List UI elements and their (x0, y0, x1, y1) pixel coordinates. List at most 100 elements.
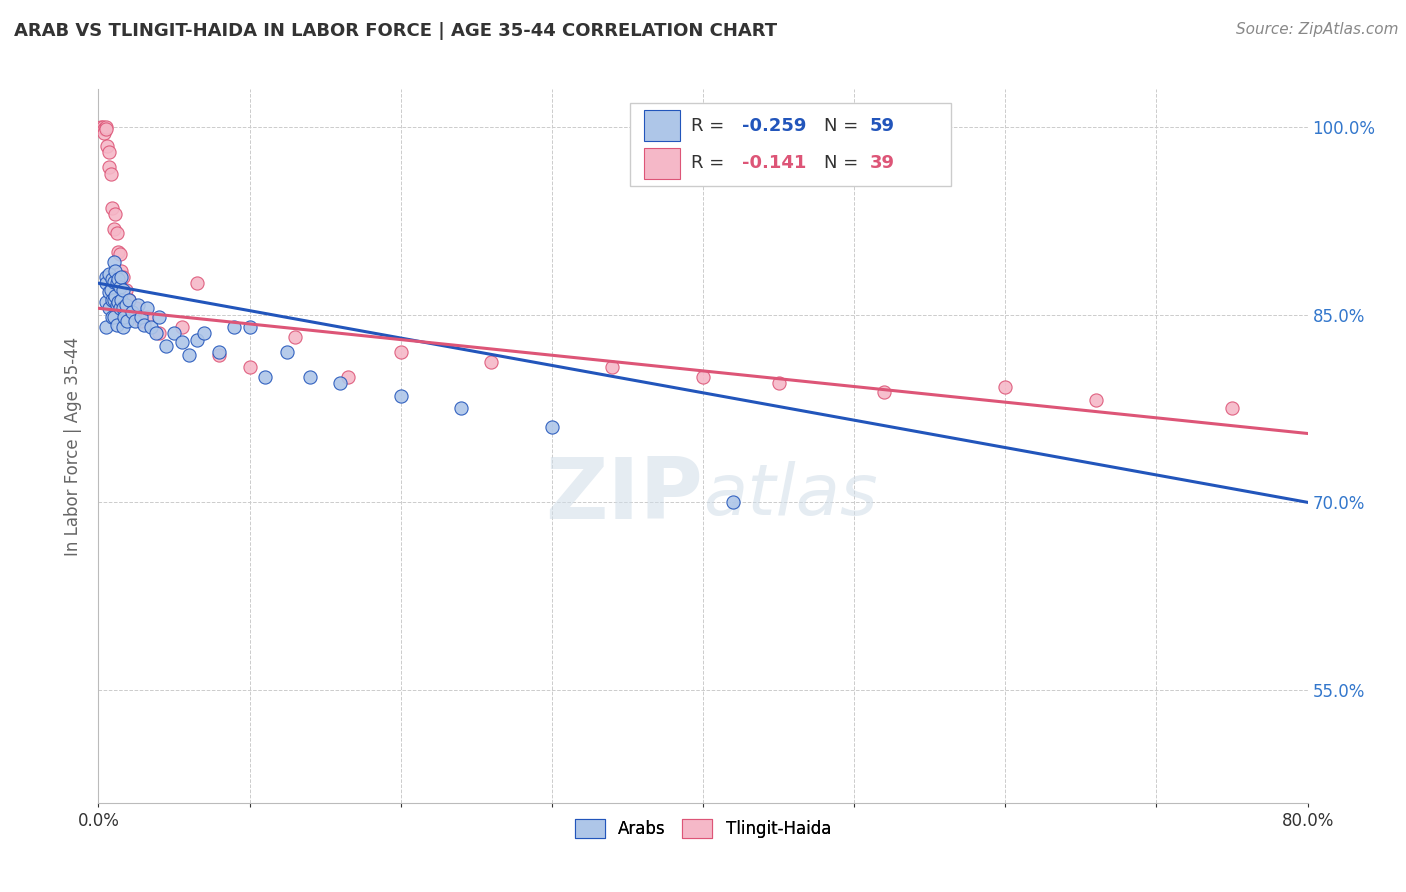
Point (239, 360, 262, 375)
Point (129, 314, 152, 328)
Point (90, 120, 112, 134)
Point (100, 167, 122, 181)
Point (155, 339, 177, 353)
Point (118, 293, 141, 307)
Point (98, 268, 121, 282)
Text: 39: 39 (870, 154, 894, 172)
Point (132, 318, 155, 332)
Legend: Arabs, Tlingit-Haida: Arabs, Tlingit-Haida (568, 812, 838, 845)
Point (111, 320, 134, 334)
Point (110, 293, 132, 307)
Text: atlas: atlas (703, 461, 877, 531)
Point (101, 272, 124, 286)
Point (135, 301, 157, 316)
Point (104, 207, 127, 221)
Point (284, 330, 307, 344)
Point (148, 326, 170, 341)
Point (107, 244, 129, 259)
Point (208, 345, 231, 359)
Point (94, 120, 117, 134)
Point (103, 255, 125, 269)
Text: Source: ZipAtlas.com: Source: ZipAtlas.com (1236, 22, 1399, 37)
Text: R =: R = (690, 117, 730, 135)
Text: R =: R = (690, 154, 730, 172)
Point (121, 305, 143, 319)
Point (94, 270, 117, 285)
Point (103, 275, 125, 289)
Point (94, 295, 117, 310)
Point (141, 320, 163, 334)
FancyBboxPatch shape (644, 148, 681, 179)
Point (450, 401, 472, 416)
Point (111, 270, 134, 285)
FancyBboxPatch shape (644, 110, 681, 141)
Point (91, 120, 114, 134)
Point (110, 264, 132, 278)
Point (145, 326, 167, 341)
Point (118, 293, 141, 307)
Point (208, 348, 231, 362)
Point (1220, 401, 1243, 416)
Point (148, 310, 170, 324)
Point (107, 295, 129, 310)
Y-axis label: In Labor Force | Age 35-44: In Labor Force | Age 35-44 (65, 336, 83, 556)
Point (94, 277, 117, 291)
Point (602, 360, 624, 375)
Point (108, 247, 131, 261)
Text: N =: N = (824, 117, 863, 135)
Point (105, 297, 128, 311)
Point (94, 320, 117, 334)
Point (105, 277, 128, 291)
Point (104, 289, 127, 303)
Point (98, 285, 121, 299)
Point (127, 297, 149, 311)
Point (239, 320, 262, 334)
Point (103, 293, 125, 307)
Point (98, 145, 121, 159)
Point (1085, 392, 1108, 407)
Point (186, 277, 208, 291)
Point (193, 326, 215, 341)
Point (112, 310, 135, 324)
Point (276, 345, 298, 359)
Text: ZIP: ZIP (546, 454, 703, 538)
Point (329, 376, 352, 391)
Point (105, 226, 128, 240)
Text: -0.141: -0.141 (742, 154, 806, 172)
Point (108, 301, 131, 316)
Point (389, 389, 412, 403)
Text: N =: N = (824, 154, 863, 172)
Point (129, 310, 152, 324)
Point (107, 272, 129, 286)
Point (105, 318, 128, 332)
Text: 59: 59 (870, 117, 894, 135)
Point (170, 320, 193, 334)
Point (93, 122, 115, 136)
Point (110, 270, 132, 285)
Point (103, 310, 125, 324)
Point (336, 370, 359, 384)
Point (692, 370, 714, 384)
Point (103, 222, 125, 236)
Point (94, 122, 117, 136)
Text: ARAB VS TLINGIT-HAIDA IN LABOR FORCE | AGE 35-44 CORRELATION CHART: ARAB VS TLINGIT-HAIDA IN LABOR FORCE | A… (14, 22, 778, 40)
Point (135, 310, 157, 324)
Point (104, 264, 127, 278)
Point (101, 201, 124, 215)
Point (723, 495, 745, 509)
Point (98, 301, 121, 316)
Point (481, 355, 503, 369)
Point (93, 126, 115, 140)
Point (170, 335, 193, 350)
Point (124, 314, 146, 328)
Point (108, 280, 131, 294)
Point (115, 314, 138, 328)
Point (768, 376, 790, 391)
Point (179, 348, 201, 362)
Point (101, 293, 124, 307)
Point (111, 283, 134, 297)
Point (253, 370, 276, 384)
Point (98, 160, 121, 174)
Point (389, 345, 412, 359)
Point (101, 310, 124, 324)
